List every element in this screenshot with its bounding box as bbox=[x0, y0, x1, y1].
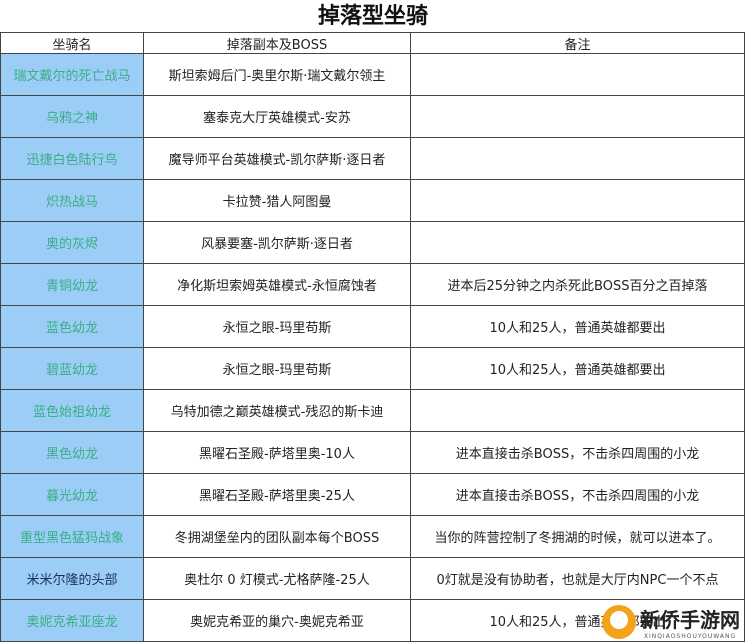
page-title: 掉落型坐骑 bbox=[317, 4, 428, 29]
header-note: 备注 bbox=[410, 32, 745, 54]
mount-name-cell: 奥妮克希亚座龙 bbox=[0, 599, 144, 642]
source-cell: 卡拉赞-猎人阿图曼 bbox=[143, 179, 411, 222]
watermark-logo-icon bbox=[602, 605, 636, 639]
table-row: 重型黑色猛犸战象 冬拥湖堡垒内的团队副本每个BOSS 当你的阵营控制了冬拥湖的时候，… bbox=[0, 515, 745, 558]
source-cell: 黑曜石圣殿-萨塔里奥-25人 bbox=[143, 473, 411, 516]
source-cell: 奥妮克希亚的巢穴-奥妮克希亚 bbox=[143, 599, 411, 642]
table-row: 碧蓝幼龙 永恒之眼-玛里苟斯 10人和25人，普通英雄都要出 bbox=[0, 347, 745, 390]
note-cell: 0灯就是没有协助者，也就是大厅内NPC一个不点 bbox=[410, 557, 745, 600]
table-row: 瑞文戴尔的死亡战马 斯坦索姆后门-奥里尔斯·瑞文戴尔领主 bbox=[0, 53, 745, 96]
header-row: 坐骑名 掉落副本及BOSS 备注 bbox=[0, 32, 745, 54]
note-cell bbox=[410, 179, 745, 222]
note-cell bbox=[410, 53, 745, 96]
mount-name-cell: 蓝色幼龙 bbox=[0, 305, 144, 348]
watermark: 新侨手游网 XINQIAOSHOUYOUWANG bbox=[602, 604, 740, 640]
note-cell bbox=[410, 221, 745, 264]
header-mount-name: 坐骑名 bbox=[0, 32, 144, 54]
source-cell: 乌特加德之巅英雄模式-残忍的斯卡迪 bbox=[143, 389, 411, 432]
source-cell: 斯坦索姆后门-奥里尔斯·瑞文戴尔领主 bbox=[143, 53, 411, 96]
mount-table: 坐骑名 掉落副本及BOSS 备注 瑞文戴尔的死亡战马 斯坦索姆后门-奥里尔斯·瑞文… bbox=[0, 32, 745, 642]
note-cell: 当你的阵营控制了冬拥湖的时候，就可以进本了。 bbox=[410, 515, 745, 558]
source-cell: 冬拥湖堡垒内的团队副本每个BOSS bbox=[143, 515, 411, 558]
mount-name-cell: 暮光幼龙 bbox=[0, 473, 144, 516]
mount-name-cell: 奥的灰烬 bbox=[0, 221, 144, 264]
header-source: 掉落副本及BOSS bbox=[143, 32, 411, 54]
mount-name-cell: 碧蓝幼龙 bbox=[0, 347, 144, 390]
source-cell: 奥杜尔 0 灯模式-尤格萨隆-25人 bbox=[143, 557, 411, 600]
note-cell: 进本直接击杀BOSS，不击杀四周围的小龙 bbox=[410, 473, 745, 516]
source-cell: 魔导师平台英雄模式-凯尔萨斯·逐日者 bbox=[143, 137, 411, 180]
source-cell: 永恒之眼-玛里苟斯 bbox=[143, 347, 411, 390]
note-cell: 10人和25人，普通英雄都要出 bbox=[410, 347, 745, 390]
table-row: 奥的灰烬 风暴要塞-凯尔萨斯·逐日者 bbox=[0, 221, 745, 264]
table-row: 暮光幼龙 黑曜石圣殿-萨塔里奥-25人 进本直接击杀BOSS，不击杀四周围的小龙 bbox=[0, 473, 745, 516]
source-cell: 风暴要塞-凯尔萨斯·逐日者 bbox=[143, 221, 411, 264]
note-cell bbox=[410, 95, 745, 138]
mount-name-cell: 青铜幼龙 bbox=[0, 263, 144, 306]
mount-name-cell: 瑞文戴尔的死亡战马 bbox=[0, 53, 144, 96]
source-cell: 黑曜石圣殿-萨塔里奥-10人 bbox=[143, 431, 411, 474]
source-cell: 永恒之眼-玛里苟斯 bbox=[143, 305, 411, 348]
source-cell: 净化斯坦索姆英雄模式-永恒腐蚀者 bbox=[143, 263, 411, 306]
mount-name-cell: 米米尔隆的头部 bbox=[0, 557, 144, 600]
note-cell: 进本后25分钟之内杀死此BOSS百分之百掉落 bbox=[410, 263, 745, 306]
watermark-text: 新侨手游网 bbox=[640, 608, 740, 632]
table-row: 蓝色始祖幼龙 乌特加德之巅英雄模式-残忍的斯卡迪 bbox=[0, 389, 745, 432]
note-cell: 进本直接击杀BOSS，不击杀四周围的小龙 bbox=[410, 431, 745, 474]
table-row: 迅捷白色陆行鸟 魔导师平台英雄模式-凯尔萨斯·逐日者 bbox=[0, 137, 745, 180]
table-row: 炽热战马 卡拉赞-猎人阿图曼 bbox=[0, 179, 745, 222]
table-row: 黑色幼龙 黑曜石圣殿-萨塔里奥-10人 进本直接击杀BOSS，不击杀四周围的小龙 bbox=[0, 431, 745, 474]
note-cell bbox=[410, 389, 745, 432]
note-cell: 10人和25人，普通英雄都要出 bbox=[410, 305, 745, 348]
table-row: 乌鸦之神 塞泰克大厅英雄模式-安苏 bbox=[0, 95, 745, 138]
table-row: 蓝色幼龙 永恒之眼-玛里苟斯 10人和25人，普通英雄都要出 bbox=[0, 305, 745, 348]
mount-name-cell: 迅捷白色陆行鸟 bbox=[0, 137, 144, 180]
table-row: 奥妮克希亚座龙 奥妮克希亚的巢穴-奥妮克希亚 10人和25人，普通英雄都要出 bbox=[0, 599, 745, 642]
mount-name-cell: 乌鸦之神 bbox=[0, 95, 144, 138]
mount-name-cell: 重型黑色猛犸战象 bbox=[0, 515, 144, 558]
table-row: 青铜幼龙 净化斯坦索姆英雄模式-永恒腐蚀者 进本后25分钟之内杀死此BOSS百分之百… bbox=[0, 263, 745, 306]
table-row: 米米尔隆的头部 奥杜尔 0 灯模式-尤格萨隆-25人 0灯就是没有协助者，也就是大厅… bbox=[0, 557, 745, 600]
mount-name-cell: 黑色幼龙 bbox=[0, 431, 144, 474]
mount-name-cell: 炽热战马 bbox=[0, 179, 144, 222]
mount-name-cell: 蓝色始祖幼龙 bbox=[0, 389, 144, 432]
note-cell bbox=[410, 137, 745, 180]
source-cell: 塞泰克大厅英雄模式-安苏 bbox=[143, 95, 411, 138]
watermark-subtext: XINQIAOSHOUYOUWANG bbox=[643, 633, 737, 640]
